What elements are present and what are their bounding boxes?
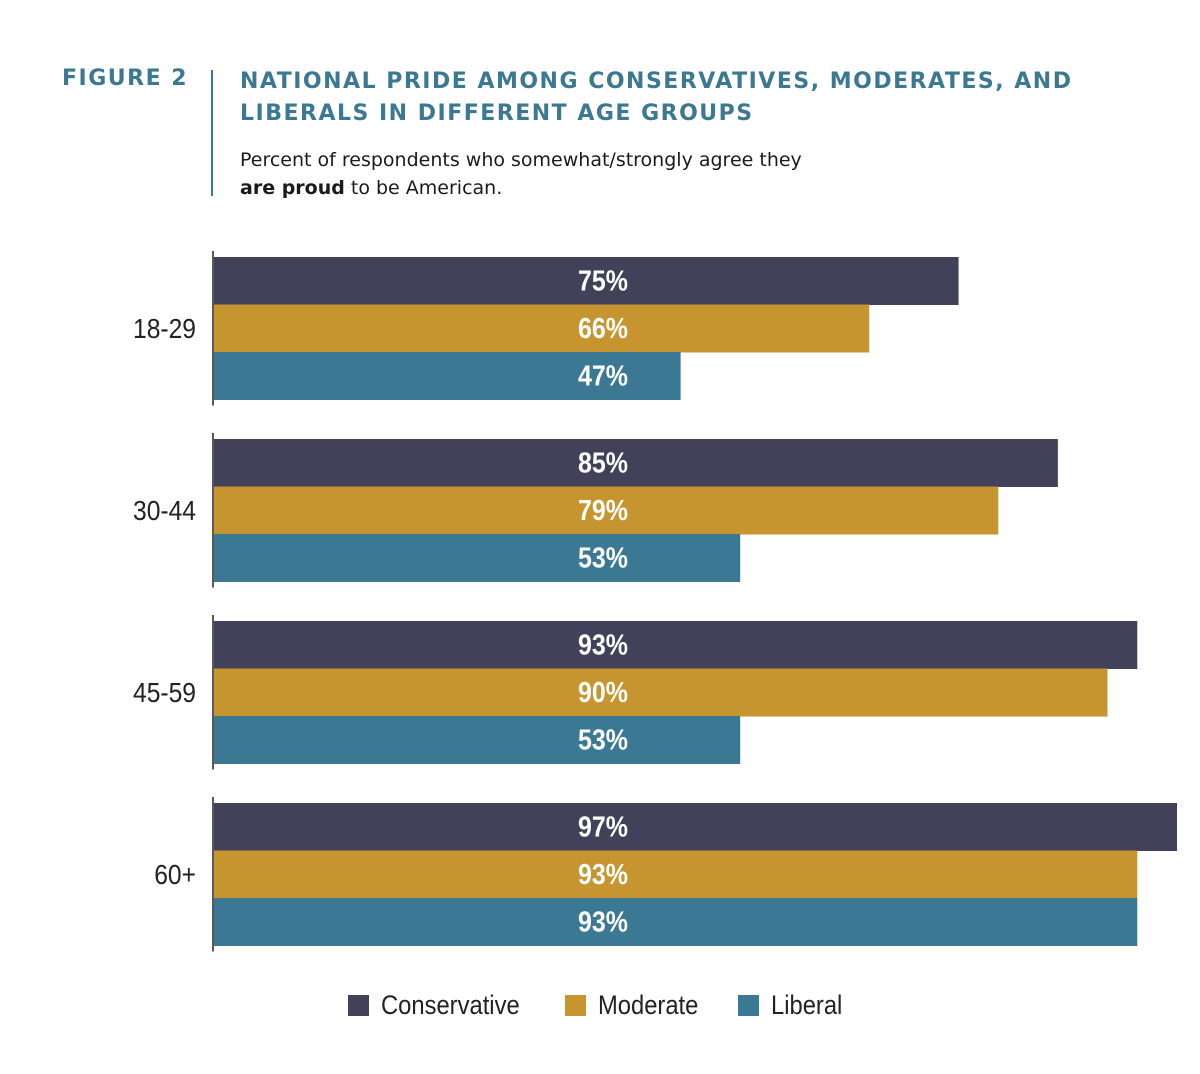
chart-title: NATIONAL PRIDE AMONG CONSERVATIVES, MODE…	[240, 66, 1140, 130]
data-label: 53%	[578, 542, 628, 574]
category-label: 18-29	[133, 313, 196, 345]
bar-conservative-1	[214, 439, 1058, 487]
legend-swatch-moderate	[564, 995, 586, 1016]
legend-swatch-conservative	[348, 995, 370, 1016]
header-divider	[211, 70, 213, 196]
figure-label: FIGURE 2	[62, 66, 189, 91]
legend-label-liberal: Liberal	[770, 990, 843, 1020]
legend-swatch-liberal	[737, 995, 759, 1016]
legend-item-conservative: Conservative	[348, 990, 539, 1021]
legend-label-conservative: Conservative	[381, 990, 520, 1020]
chart-title-line-1: NATIONAL PRIDE AMONG CONSERVATIVES, MODE…	[240, 69, 1073, 94]
legend-item-liberal: Liberal	[737, 990, 852, 1021]
data-label: 90%	[578, 677, 628, 709]
chart-subtitle-bold: are proud	[240, 177, 345, 199]
bar-conservative-2	[214, 621, 1138, 669]
category-label: 30-44	[133, 495, 196, 527]
chart-subtitle-rest: to be American.	[344, 177, 503, 199]
data-label: 97%	[578, 811, 628, 843]
data-label: 93%	[578, 906, 628, 938]
data-label: 79%	[578, 495, 628, 527]
bar-liberal-1	[214, 534, 741, 582]
bar-moderate-3	[214, 850, 1138, 899]
legend-label-moderate: Moderate	[597, 990, 699, 1020]
bar-liberal-0	[214, 352, 681, 400]
category-label: 60+	[154, 859, 196, 891]
bar-moderate-1	[214, 486, 999, 535]
chart-subtitle: Percent of respondents who somewhat/stro…	[240, 146, 802, 202]
bar-liberal-3	[214, 898, 1138, 946]
bar-chart: 18-29 75% 66% 47% 30-44 85% 79% 53% 45-59 93% 90% 5…	[133, 251, 1177, 952]
data-label: 85%	[578, 447, 628, 479]
bar-moderate-0	[214, 304, 870, 353]
data-label: 53%	[578, 724, 628, 756]
bar-moderate-2	[214, 668, 1108, 717]
data-label: 66%	[578, 313, 628, 345]
data-label: 75%	[578, 265, 628, 297]
bar-conservative-3	[214, 803, 1177, 851]
chart-subtitle-line-2: are proud to be American.	[240, 174, 802, 202]
category-label: 45-59	[133, 677, 196, 709]
bar-conservative-0	[214, 257, 959, 305]
bar-liberal-2	[214, 716, 741, 764]
data-label: 93%	[578, 859, 628, 891]
chart-title-line-2: LIBERALS IN DIFFERENT AGE GROUPS	[240, 101, 754, 126]
data-label: 47%	[578, 360, 628, 392]
legend-item-moderate: Moderate	[564, 990, 712, 1021]
chart-subtitle-line-1: Percent of respondents who somewhat/stro…	[240, 149, 802, 171]
data-label: 93%	[578, 629, 628, 661]
legend: Conservative Moderate Liberal	[0, 990, 1200, 1021]
